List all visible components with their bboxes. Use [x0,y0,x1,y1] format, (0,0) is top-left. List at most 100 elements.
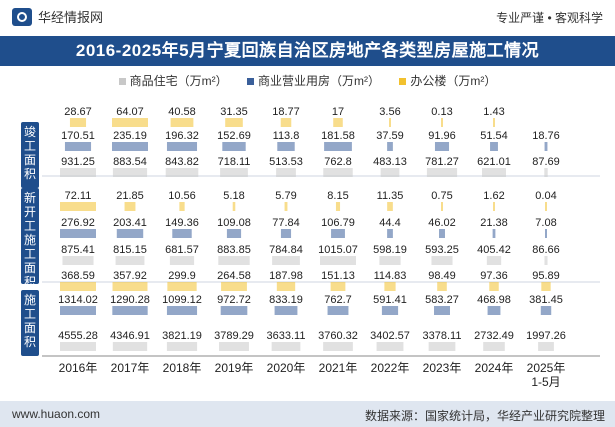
brand: 华经情报网 [12,7,103,26]
data-label: 1290.28 [110,294,150,306]
data-label: 3760.32 [318,330,358,342]
data-label: 18.77 [272,106,300,118]
bar-mark [330,282,346,291]
data-label: 98.49 [428,270,456,282]
bar-mark [112,342,148,351]
bar-mark [323,168,353,177]
data-label: 513.53 [269,156,303,168]
bar-mark [112,168,148,177]
data-label: 598.19 [373,244,407,256]
data-label: 883.85 [217,244,251,256]
bar-mark [225,118,243,127]
data-label: 299.9 [168,270,196,282]
data-label: 3378.11 [423,330,462,342]
side-label-completed: 竣工面积 [21,122,39,188]
x-tick-label: 2017年 [111,361,150,375]
footer: www.huaon.com 数据来源：国家统计局，华经产业研究院整理 [0,401,615,427]
bar-mark [381,306,399,315]
data-label: 152.69 [217,130,251,142]
data-label: 18.76 [532,130,560,142]
data-label: 28.67 [64,106,92,118]
data-label: 235.19 [113,130,147,142]
data-label: 114.83 [374,270,407,282]
bar-mark [60,229,96,238]
bar-mark [545,229,547,238]
legend-item-residential: 商品住宅（万m²） [118,72,228,89]
bar-mark [219,342,249,351]
footer-source: 数据来源：国家统计局，华经产业研究院整理 [364,409,605,423]
data-label: 7.08 [535,217,556,229]
bar-mark [434,142,450,151]
data-label: 5.18 [223,190,244,202]
footer-url[interactable]: www.huaon.com [12,407,101,421]
bar-mark [483,342,505,351]
data-label: 468.98 [477,294,511,306]
bar-mark [333,118,343,127]
bar-mark [271,342,301,351]
top-bar: 华经情报网 专业严谨 • 客观科学 [0,0,615,36]
bar-mark [441,202,443,211]
x-tick-label: 2016年 [59,361,98,375]
data-label: 815.15 [113,244,147,256]
legend-label: 办公楼（万m²） [410,74,497,88]
data-label: 4555.28 [58,330,98,342]
data-label: 106.79 [321,217,355,229]
bar-mark [492,229,496,238]
bar-mark [379,256,401,265]
bar-mark [335,202,341,211]
data-label: 40.58 [168,106,196,118]
data-label: 593.25 [425,244,459,256]
data-label: 1.62 [483,190,504,202]
bar-mark [331,229,345,238]
bar-mark [220,168,248,177]
x-tick-label: 2020年 [267,361,306,375]
data-label: 3.56 [379,106,400,118]
data-label: 10.56 [168,190,196,202]
x-tick-label: 2023年 [423,361,462,375]
data-label: 1015.07 [318,244,358,256]
legend-label: 商品住宅（万m²） [129,74,228,88]
data-label: 11.35 [377,190,404,202]
legend-item-commercial: 商业营业用房（万m²） [247,72,380,89]
bar-mark [165,168,199,177]
bar-mark [167,282,197,291]
data-label: 931.25 [61,156,95,168]
data-label: 483.13 [373,156,407,168]
data-label: 591.41 [373,294,407,306]
bar-mark [380,168,400,177]
data-label: 4346.91 [110,330,150,342]
data-label: 21.85 [116,190,144,202]
bar-mark [387,202,393,211]
data-label: 583.27 [425,294,459,306]
data-label: 77.84 [272,217,300,229]
bar-mark [439,229,445,238]
bar-mark [60,342,96,351]
data-label: 381.45 [529,294,563,306]
bar-mark [60,168,96,177]
bar-mark [487,306,501,315]
brand-name: 华经情报网 [38,10,104,25]
side-label-new-starts: 新开工施工面积 [21,188,39,289]
data-label: 151.13 [321,270,355,282]
bar-mark [112,118,148,127]
bar-mark [489,282,499,291]
x-tick-label: 2018年 [163,361,202,375]
data-label: 368.59 [61,270,95,282]
data-label: 3402.57 [370,330,410,342]
x-tick-label: 2024年 [475,361,514,375]
bar-mark [169,256,195,265]
bar-mark [320,256,356,265]
data-label: 97.36 [480,270,508,282]
bar-mark [493,118,495,127]
bar-mark [387,229,393,238]
data-label: 0.13 [431,106,452,118]
data-label: 44.4 [379,217,400,229]
bar-mark [384,282,396,291]
bar-mark [276,282,296,291]
data-label: 276.92 [61,217,95,229]
bar-mark [166,306,198,315]
bar-mark [274,306,298,315]
data-label: 0.04 [535,190,556,202]
bar-mark [434,306,450,315]
data-label: 8.15 [327,190,348,202]
